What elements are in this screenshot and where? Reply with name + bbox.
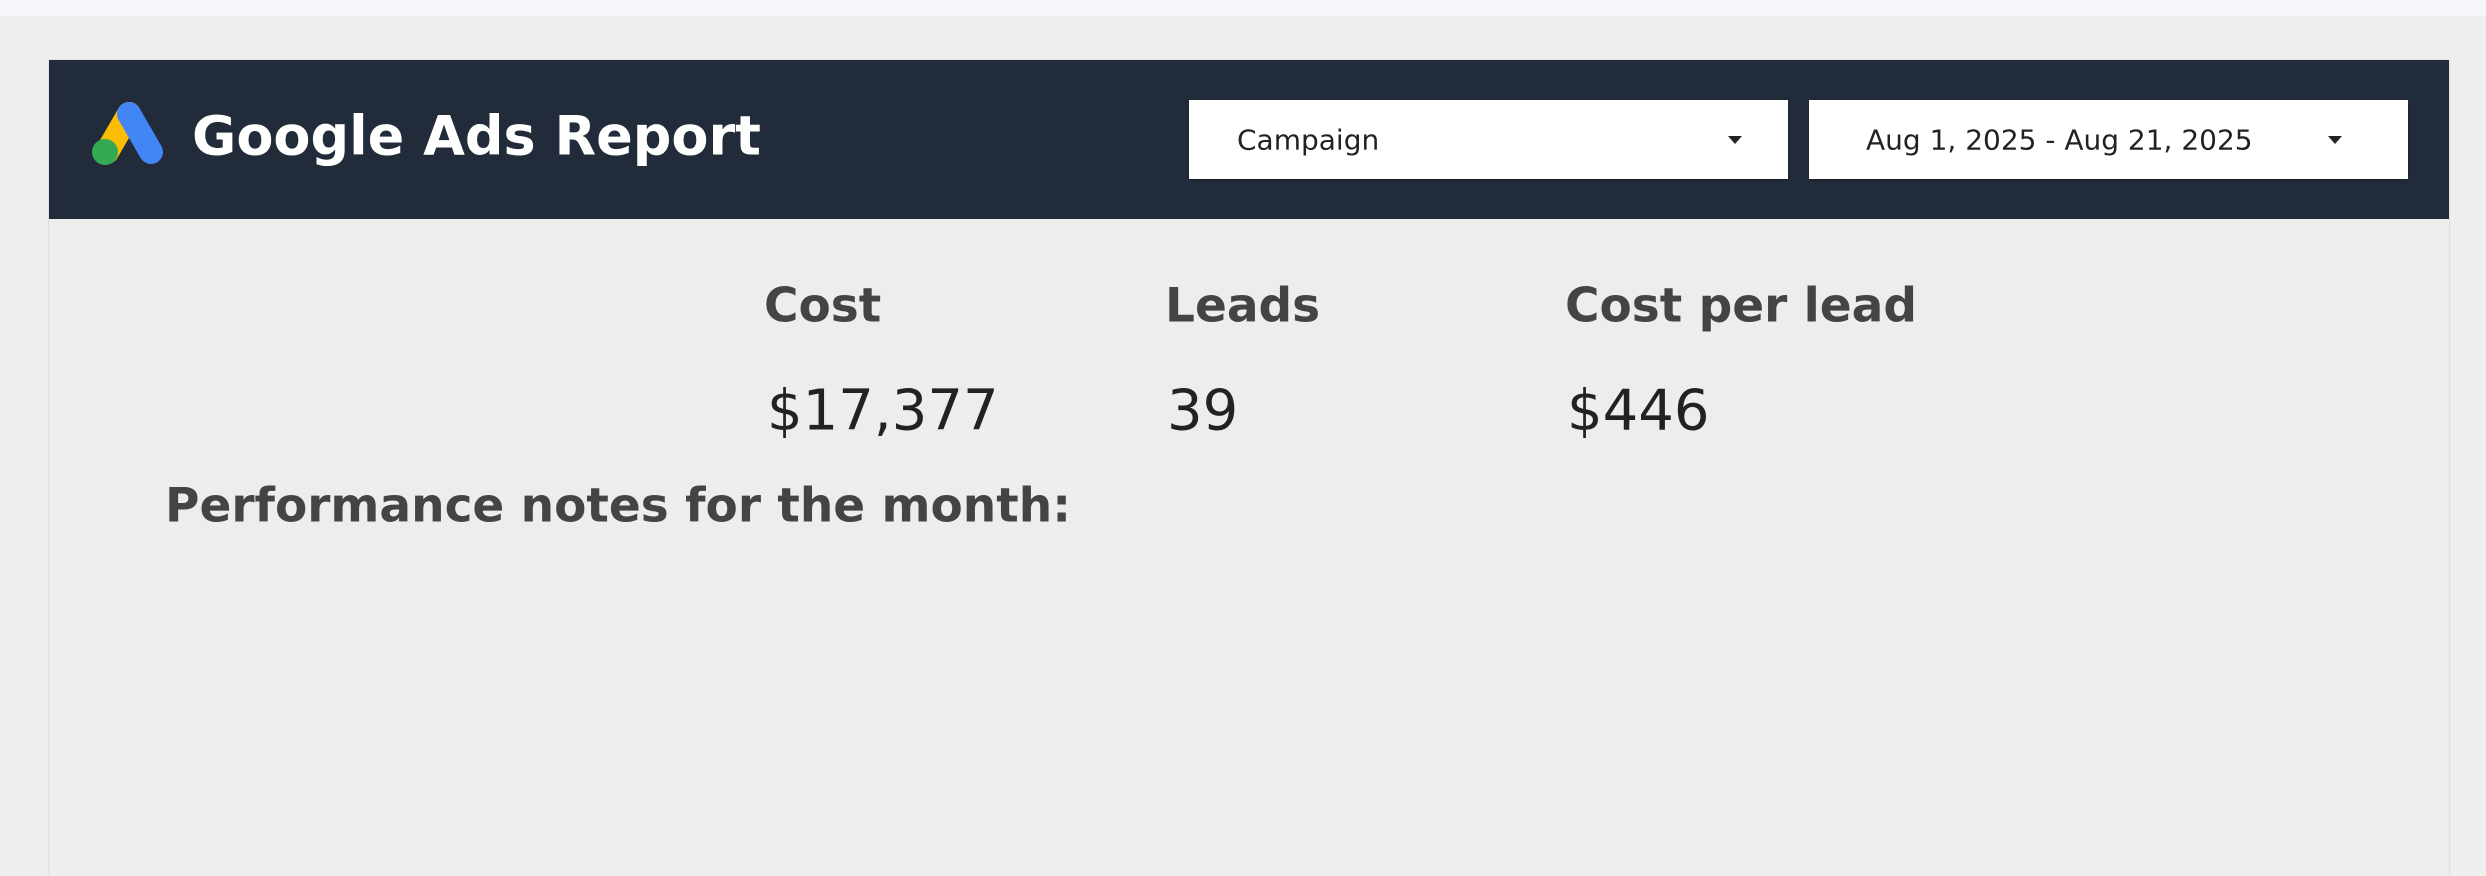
kpi-value: 39 [1167, 378, 1239, 444]
dropdown-arrow [2328, 135, 2342, 144]
google-ads-logo [92, 102, 163, 165]
top-strip [0, 0, 2486, 16]
report-title: Google Ads Report [192, 104, 761, 168]
campaign-dropdown[interactable]: Campaign [1189, 100, 1788, 179]
kpi-label: Leads [1165, 278, 1321, 334]
kpi-label: Cost [764, 278, 882, 334]
dropdown-arrow [1728, 135, 1742, 144]
dropdown-label: Aug 1, 2025 - Aug 21, 2025 [1866, 123, 2253, 156]
date-range-dropdown[interactable]: Aug 1, 2025 - Aug 21, 2025 [1809, 100, 2408, 179]
report-panel: Google Ads Report Campaign Aug 1, 2025 -… [49, 60, 2449, 876]
kpi-label: Cost per lead [1565, 278, 1917, 334]
header-bar: Google Ads Report Campaign Aug 1, 2025 -… [49, 60, 2449, 219]
dropdown-label: Campaign [1237, 123, 1380, 156]
notes-title: Performance notes for the month: [165, 478, 1071, 534]
kpi-value: $17,377 [767, 378, 999, 444]
kpi-value: $446 [1567, 378, 1710, 444]
